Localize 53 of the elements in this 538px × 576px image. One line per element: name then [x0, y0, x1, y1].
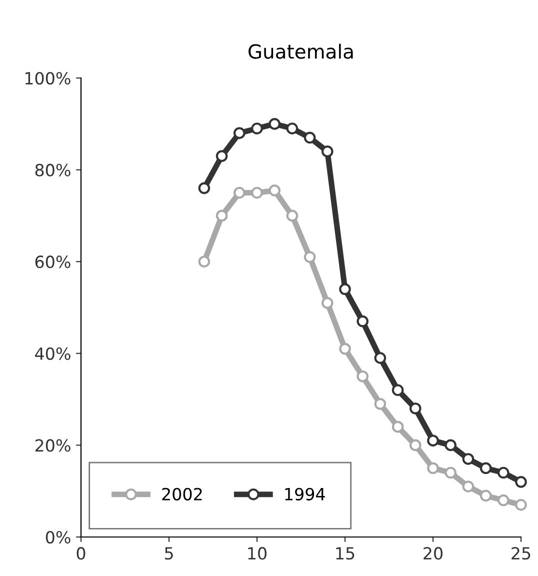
point: [480, 462, 492, 474]
point: [462, 480, 474, 492]
point: [198, 256, 210, 268]
y-tick-label: 80%: [35, 164, 70, 176]
point: [515, 498, 527, 511]
point: [356, 370, 369, 382]
point: [286, 210, 298, 222]
point: [339, 283, 351, 296]
point: [304, 251, 316, 263]
point: [286, 122, 298, 134]
x-tick-label: 10: [248, 547, 266, 560]
point: [392, 420, 404, 433]
point: [444, 439, 457, 452]
y-tick-label: 60%: [35, 256, 70, 268]
point: [339, 342, 351, 355]
point: [497, 494, 510, 506]
point: [444, 466, 457, 479]
point: [216, 210, 228, 222]
x-tick-label: 20: [424, 547, 442, 560]
point: [198, 182, 210, 194]
legend-label: 2002: [162, 488, 202, 500]
x-tick-label: 5: [164, 547, 173, 560]
legend-label: 1994: [285, 488, 325, 500]
point: [268, 118, 281, 130]
point: [233, 127, 246, 139]
point: [392, 384, 404, 396]
point: [216, 150, 228, 162]
y-tick-label: 0%: [46, 530, 70, 544]
x-tick-label: 0: [76, 547, 86, 560]
point: [251, 122, 263, 134]
point: [321, 146, 334, 158]
y-tick-label: 100%: [25, 72, 70, 85]
point: [374, 352, 386, 364]
chart-title: Guatemala: [248, 44, 353, 59]
point: [515, 476, 527, 488]
point: [356, 315, 369, 328]
point: [374, 398, 386, 410]
point: [251, 186, 263, 199]
point: [497, 466, 510, 479]
x-tick-label: 25: [512, 547, 530, 560]
y-tick-label: 20%: [35, 439, 70, 452]
point: [304, 132, 316, 144]
point: [409, 402, 422, 414]
point: [268, 184, 281, 196]
x-tick-label: 15: [336, 547, 354, 560]
y-tick-label: 40%: [35, 347, 70, 360]
point: [427, 462, 439, 474]
point: [480, 490, 492, 502]
point: [427, 434, 439, 447]
point: [233, 186, 246, 199]
point: [462, 453, 474, 465]
point: [321, 297, 334, 309]
point: [409, 439, 422, 452]
